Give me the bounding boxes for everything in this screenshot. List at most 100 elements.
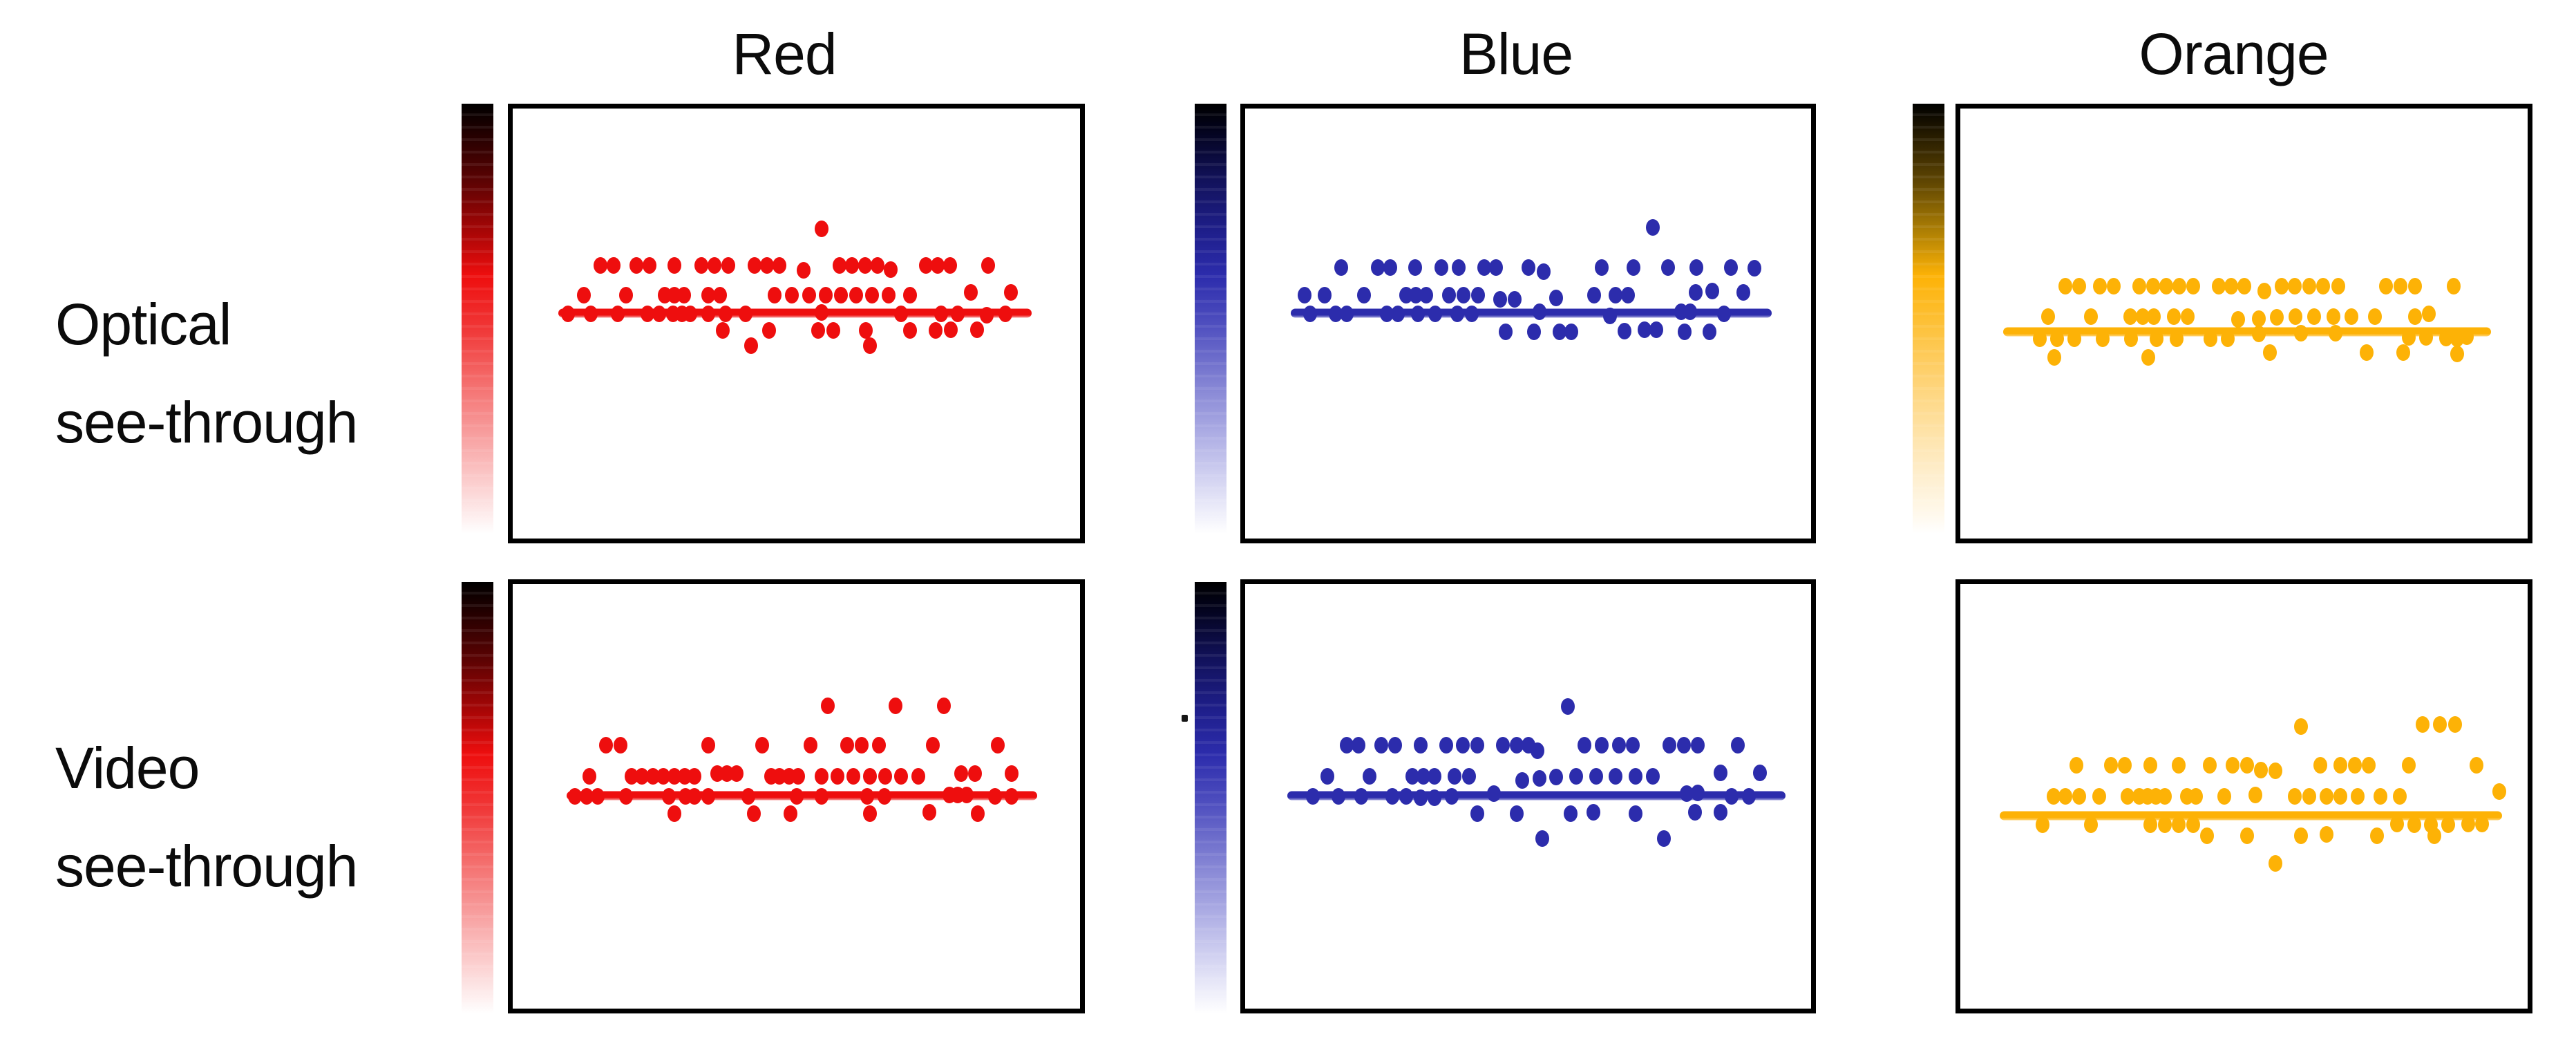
data-point <box>2096 330 2110 348</box>
scatter-panel-optical-orange <box>1955 104 2532 543</box>
data-point <box>746 805 761 823</box>
data-point <box>1586 804 1600 821</box>
data-point <box>2072 788 2087 805</box>
data-point <box>1563 805 1578 823</box>
colorbar-steps <box>462 582 493 1013</box>
data-point <box>1702 324 1716 341</box>
data-point <box>2302 788 2316 805</box>
data-point <box>1332 788 1346 805</box>
data-point <box>964 284 978 301</box>
data-point <box>2067 330 2082 348</box>
data-point <box>694 257 709 274</box>
data-point <box>1374 737 1388 754</box>
data-point <box>2347 757 2362 774</box>
data-point <box>811 321 825 339</box>
data-point <box>902 321 917 339</box>
data-point <box>922 804 937 821</box>
data-point <box>1748 260 1762 277</box>
data-point <box>1679 785 1694 803</box>
data-point <box>1320 767 1334 785</box>
data-point <box>712 286 727 303</box>
data-point <box>1657 830 1671 848</box>
data-point <box>2157 788 2172 805</box>
data-point <box>1451 259 1466 277</box>
data-point <box>1351 737 1365 754</box>
data-point <box>2460 328 2474 345</box>
row-label-line2: see-through <box>55 390 358 455</box>
data-point <box>667 805 681 823</box>
colorbar-steps <box>1195 582 1227 1013</box>
data-point <box>925 737 940 754</box>
data-point <box>584 306 598 323</box>
data-point <box>2362 757 2376 774</box>
data-point <box>607 257 621 274</box>
data-point <box>661 788 676 805</box>
data-point <box>882 286 896 303</box>
data-point <box>676 286 691 303</box>
data-point <box>1609 767 1623 785</box>
data-point <box>804 737 818 754</box>
data-point <box>2107 277 2121 294</box>
data-point <box>830 767 844 785</box>
data-point <box>1464 306 1479 323</box>
data-point <box>1645 218 1660 236</box>
colorbar-steps <box>1913 104 1944 534</box>
blue-colorbar-video <box>1195 582 1227 1013</box>
data-point <box>635 767 650 785</box>
data-point <box>2419 328 2434 346</box>
data-point <box>2427 827 2441 845</box>
data-point <box>721 257 735 274</box>
data-point <box>863 337 878 355</box>
data-point <box>656 767 671 785</box>
data-point <box>1510 737 1524 754</box>
data-point <box>561 306 576 323</box>
trend-line <box>1290 308 1772 318</box>
data-point <box>2378 277 2393 294</box>
data-point <box>2248 786 2262 803</box>
data-point <box>2327 308 2341 326</box>
data-point <box>969 321 984 339</box>
data-point <box>789 788 804 805</box>
data-point <box>2186 277 2200 294</box>
data-point <box>576 286 591 303</box>
data-point <box>2092 788 2107 805</box>
data-point <box>2407 816 2421 834</box>
data-point <box>1691 737 1705 754</box>
data-point <box>741 788 755 805</box>
data-point <box>1329 306 1343 323</box>
data-point <box>701 788 716 805</box>
data-point <box>738 306 752 323</box>
data-point <box>2470 757 2484 774</box>
data-point <box>2141 348 2155 366</box>
data-point <box>1713 804 1727 821</box>
data-point <box>2146 308 2161 326</box>
data-point <box>1340 306 1354 323</box>
data-point <box>2172 277 2186 294</box>
data-point <box>2047 348 2062 366</box>
data-point <box>1470 805 1484 823</box>
data-point <box>2143 757 2158 774</box>
data-point <box>815 788 829 805</box>
data-point <box>2083 816 2098 834</box>
data-point <box>1691 785 1705 802</box>
data-point <box>832 257 846 274</box>
data-point <box>1303 306 1318 323</box>
data-point <box>2181 308 2195 326</box>
data-point <box>2416 715 2430 733</box>
data-point <box>918 257 933 274</box>
data-point <box>2492 783 2506 800</box>
data-point <box>2220 330 2235 348</box>
data-point <box>701 737 716 754</box>
data-point <box>755 737 770 754</box>
data-point <box>1428 789 1442 807</box>
scatter-panel-video-orange <box>1955 579 2532 1013</box>
data-point <box>2169 330 2184 348</box>
data-point <box>759 257 774 274</box>
data-point <box>846 767 860 785</box>
row-label-optical-see-through: Optical see-through <box>55 275 358 471</box>
stray-mark <box>1182 715 1188 722</box>
data-point <box>858 257 872 274</box>
data-point <box>1388 737 1403 754</box>
data-point <box>1560 698 1575 715</box>
